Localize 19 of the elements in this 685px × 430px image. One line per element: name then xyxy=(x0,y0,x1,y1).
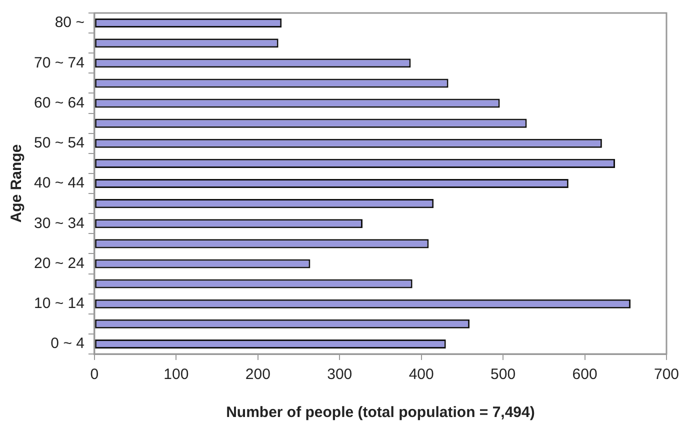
y-tick-label: 50 ~ 54 xyxy=(34,134,84,152)
x-tick-label: 400 xyxy=(408,366,434,384)
y-tick-label: 60 ~ 64 xyxy=(34,94,84,112)
x-tick-label: 200 xyxy=(245,366,270,384)
x-tick-label: 0 xyxy=(90,366,99,384)
y-tick-label: 10 ~ 14 xyxy=(34,294,84,312)
y-tick-label: 0 ~ 4 xyxy=(50,335,84,352)
x-axis-title: Number of people (total population = 7,494) xyxy=(226,404,535,422)
x-tick-label: 600 xyxy=(572,366,598,384)
x-tick-label: 500 xyxy=(490,366,516,384)
y-tick-label: 40 ~ 44 xyxy=(34,174,84,192)
y-tick-label: 30 ~ 34 xyxy=(34,214,84,232)
y-tick-label: 20 ~ 24 xyxy=(34,254,84,272)
x-tick-label: 300 xyxy=(327,366,352,384)
x-tick-label: 100 xyxy=(164,366,189,384)
y-tick-label: 70 ~ 74 xyxy=(34,54,84,72)
y-axis-title: Age Range xyxy=(8,144,26,223)
y-tick-label: 80 ~ xyxy=(54,14,85,32)
x-tick-label: 700 xyxy=(654,366,679,384)
